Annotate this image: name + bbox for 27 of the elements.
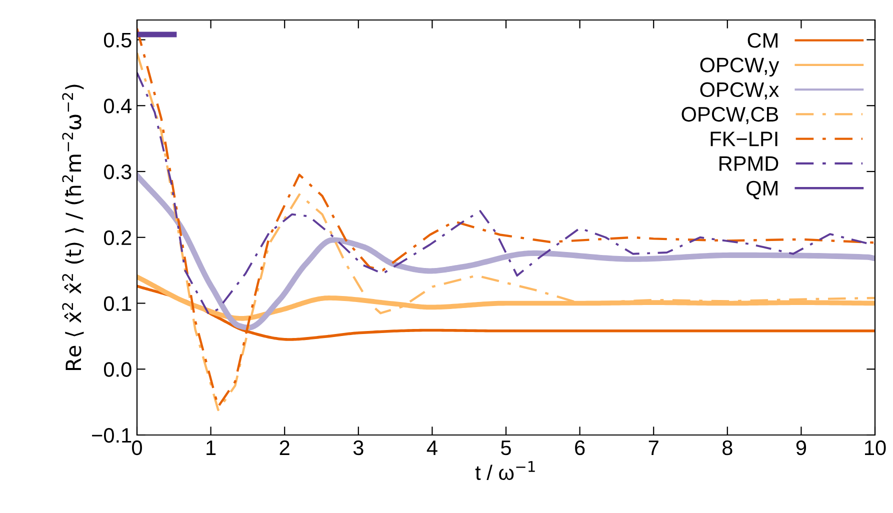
y-tick-label: 0.5 [104,32,132,48]
legend-label: FK−LPI [710,132,778,146]
x-tick-label: 2 [280,440,290,455]
x-tick-label: 7 [648,440,658,455]
legend-label: CM [748,33,778,48]
legend-label: OPCW,x [700,82,779,100]
y-tick-label: 0.2 [104,230,132,246]
x-tick-label: 1 [206,440,216,455]
y-tick-label: 0.3 [104,164,132,180]
x-tick-label: 5 [501,440,511,456]
y-tick-label: −0.1 [92,428,132,443]
x-axis-title: t / ω$^{−1}$ [475,461,535,480]
x-tick-label: 0 [132,440,142,456]
text: Re ⟨ x̂$^{2}$ x̂$^{2}$ (t) ⟩ / (ħ$^{2}$m$^{−2}$ω$^{−2}$) [62,84,84,370]
x-tick-label: 9 [796,440,806,456]
legend-label: RPMD [720,156,778,171]
legend-label: OPCW,CB [682,106,778,124]
x-tick-label: 3 [353,440,364,456]
legend-label: OPCW,y [700,58,780,77]
y-tick-label: 0.0 [104,362,132,377]
x-tick-label: 10 [865,440,886,456]
y-tick-label: 0.1 [104,296,132,312]
x-tick-label: 6 [575,440,585,456]
legend-label: QM [746,180,778,200]
y-tick-label: 0.4 [104,98,132,114]
x-tick-label: 4 [426,440,438,455]
x-tick-label: 8 [722,440,732,456]
